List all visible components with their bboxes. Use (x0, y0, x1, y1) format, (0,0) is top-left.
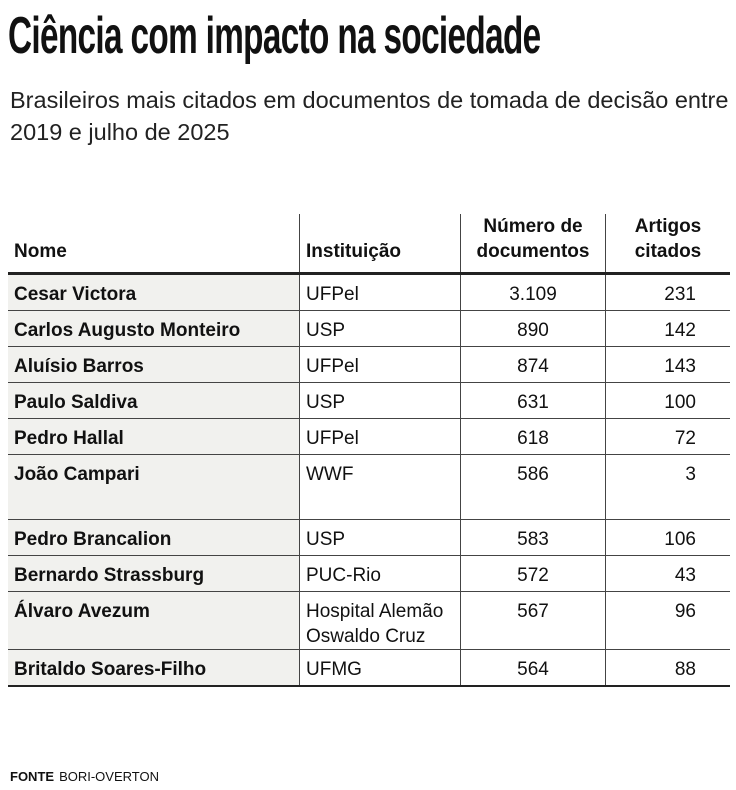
table-row: Britaldo Soares-Filho UFMG 564 88 (8, 649, 730, 687)
source-label: FONTE (10, 769, 55, 784)
cell-articles: 231 (605, 273, 730, 311)
cell-articles: 142 (605, 310, 730, 347)
cell-institution: UFPel (299, 346, 461, 383)
cell-name: Bernardo Strassburg (8, 555, 300, 592)
source-value: BORI-OVERTON (59, 769, 159, 784)
cell-documents: 890 (460, 310, 606, 347)
cell-articles: 72 (605, 418, 730, 455)
header-instituicao: Instituição (299, 214, 461, 275)
cell-articles: 106 (605, 519, 730, 556)
cell-documents: 567 (460, 591, 606, 650)
cell-name: Pedro Hallal (8, 418, 300, 455)
cell-name: Aluísio Barros (8, 346, 300, 383)
cell-articles: 3 (605, 454, 730, 520)
cell-institution: USP (299, 382, 461, 419)
page-title: Ciência com impacto na sociedade (8, 7, 541, 65)
table-header: Nome Instituição Número de documentos Ar… (8, 214, 730, 275)
cell-name: Pedro Brancalion (8, 519, 300, 556)
cell-documents: 564 (460, 649, 606, 687)
table-row: Bernardo Strassburg PUC-Rio 572 43 (8, 555, 730, 592)
table-row: Aluísio Barros UFPel 874 143 (8, 346, 730, 383)
source-note: FONTE BORI-OVERTON (10, 769, 159, 784)
cell-institution: Hospital Alemão Oswaldo Cruz (299, 591, 461, 650)
cell-institution: USP (299, 519, 461, 556)
cell-name: Britaldo Soares-Filho (8, 649, 300, 687)
cell-documents: 3.109 (460, 273, 606, 311)
cell-documents: 586 (460, 454, 606, 520)
cell-documents: 583 (460, 519, 606, 556)
ranking-table: Nome Instituição Número de documentos Ar… (8, 214, 730, 687)
header-artigos: Artigos citados (605, 214, 730, 275)
cell-documents: 572 (460, 555, 606, 592)
table-row: João Campari WWF 586 3 (8, 454, 730, 520)
cell-institution: USP (299, 310, 461, 347)
cell-institution: WWF (299, 454, 461, 520)
cell-documents: 874 (460, 346, 606, 383)
header-documentos: Número de documentos (460, 214, 606, 275)
cell-articles: 143 (605, 346, 730, 383)
table-row: Pedro Brancalion USP 583 106 (8, 519, 730, 556)
cell-name: Álvaro Avezum (8, 591, 300, 650)
cell-name: Cesar Victora (8, 273, 300, 311)
table-row: Cesar Victora UFPel 3.109 231 (8, 273, 730, 311)
table-row: Álvaro Avezum Hospital Alemão Oswaldo Cru… (8, 591, 730, 650)
subtitle: Brasileiros mais citados em documentos d… (10, 87, 729, 145)
table-row: Carlos Augusto Monteiro USP 890 142 (8, 310, 730, 347)
table-row: Paulo Saldiva USP 631 100 (8, 382, 730, 419)
cell-institution: UFPel (299, 418, 461, 455)
cell-articles: 100 (605, 382, 730, 419)
cell-institution: UFPel (299, 273, 461, 311)
cell-documents: 631 (460, 382, 606, 419)
cell-documents: 618 (460, 418, 606, 455)
cell-articles: 96 (605, 591, 730, 650)
cell-articles: 43 (605, 555, 730, 592)
cell-institution: UFMG (299, 649, 461, 687)
cell-institution: PUC-Rio (299, 555, 461, 592)
cell-name: Carlos Augusto Monteiro (8, 310, 300, 347)
cell-name: João Campari (8, 454, 300, 520)
table-row: Pedro Hallal UFPel 618 72 (8, 418, 730, 455)
cell-articles: 88 (605, 649, 730, 687)
cell-name: Paulo Saldiva (8, 382, 300, 419)
header-nome: Nome (8, 214, 300, 275)
